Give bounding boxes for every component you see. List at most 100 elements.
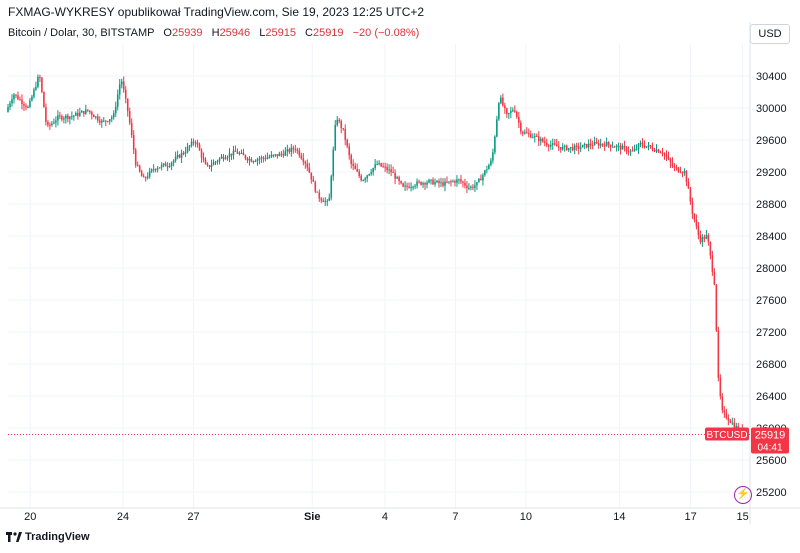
candle-body — [89, 110, 91, 113]
candle-body — [466, 185, 468, 188]
y-tick-label: 27200 — [756, 327, 787, 339]
candle-body — [190, 141, 193, 146]
candle-body — [719, 377, 722, 397]
x-tick-label: 27 — [187, 511, 199, 523]
y-tick-label: 27600 — [756, 295, 787, 307]
candle-body — [527, 133, 530, 135]
currency-button[interactable]: USD — [750, 24, 790, 44]
candle-body — [9, 103, 11, 108]
y-tick-label: 26400 — [756, 391, 787, 403]
candle-body — [641, 142, 644, 146]
candle-body — [83, 111, 85, 114]
x-tick-label: 14 — [613, 511, 625, 523]
candle-body — [330, 176, 333, 198]
candle-body — [729, 420, 732, 423]
candle-body — [91, 112, 93, 116]
candle-body — [150, 169, 153, 172]
candle-body — [685, 171, 688, 182]
candle-body — [577, 146, 580, 149]
candle-body — [63, 118, 65, 120]
candle-body — [591, 145, 594, 147]
candle-body — [472, 186, 474, 188]
candle-body — [93, 115, 95, 118]
candle-body — [659, 152, 662, 154]
candle-body — [543, 141, 546, 143]
candle-body — [715, 284, 718, 331]
candle-body — [593, 141, 596, 146]
candle-body — [516, 111, 518, 117]
candle-body — [406, 185, 408, 187]
candle-body — [364, 178, 366, 181]
candle-body — [184, 152, 187, 154]
candle-body — [611, 146, 614, 148]
candle-body — [264, 158, 267, 160]
candle-body — [587, 143, 590, 148]
candle-body — [69, 116, 71, 119]
candle-body — [701, 237, 704, 242]
candle-body — [488, 165, 490, 170]
candle-body — [128, 111, 131, 123]
candle-body — [689, 188, 692, 202]
candle-body — [67, 115, 69, 119]
candle-body — [346, 139, 349, 147]
candle-body — [629, 150, 632, 152]
close-label: C — [305, 27, 313, 39]
candle-body — [318, 192, 321, 199]
candle-body — [462, 181, 464, 183]
candle-body — [252, 161, 255, 163]
x-tick-label: 10 — [520, 511, 532, 523]
candle-body — [422, 183, 424, 185]
candle-body — [681, 172, 684, 174]
candle-body — [138, 165, 141, 172]
candle-body — [651, 147, 654, 150]
candle-body — [508, 113, 510, 115]
candle-body — [234, 150, 237, 152]
candle-body — [316, 191, 319, 193]
candle-body — [653, 149, 656, 152]
candle-body — [162, 163, 165, 165]
candle-body — [180, 152, 183, 158]
candle-body — [160, 164, 163, 168]
candle-body — [739, 428, 742, 431]
lightning-icon[interactable]: ⚡ — [734, 486, 752, 504]
candle-body — [158, 167, 161, 169]
candle-body — [579, 147, 582, 149]
candle-body — [623, 145, 626, 148]
candle-body — [306, 163, 309, 168]
tradingview-logo-icon — [6, 532, 22, 543]
candle-body — [290, 147, 293, 152]
candle-body — [228, 153, 231, 158]
candle-body — [126, 98, 129, 112]
candle-body — [414, 185, 416, 187]
candle-body — [39, 76, 41, 78]
candle-body — [262, 157, 265, 159]
candle-body — [65, 115, 67, 119]
candle-body — [597, 142, 600, 146]
candle-body — [278, 153, 281, 157]
candle-body — [7, 107, 9, 112]
candle-body — [17, 95, 19, 100]
candle-body — [703, 237, 706, 239]
candle-body — [154, 169, 157, 171]
candle-body — [372, 168, 374, 173]
candle-body — [308, 167, 311, 173]
y-tick-label: 28000 — [756, 263, 787, 275]
candle-body — [595, 141, 598, 143]
candle-body — [567, 147, 570, 151]
candle-body — [380, 163, 382, 167]
candle-body — [645, 146, 648, 148]
candle-body — [348, 146, 351, 156]
x-tick-label: 7 — [452, 511, 458, 523]
candle-body — [136, 165, 139, 167]
candle-body — [214, 161, 217, 163]
candle-body — [551, 143, 554, 145]
candle-body — [51, 123, 53, 126]
candle-body — [741, 428, 744, 435]
candle-body — [11, 99, 13, 104]
candle-body — [98, 120, 101, 123]
y-tick-label: 29200 — [756, 167, 787, 179]
candle-body — [428, 179, 430, 183]
candle-body — [100, 120, 103, 123]
candle-body — [212, 162, 215, 166]
